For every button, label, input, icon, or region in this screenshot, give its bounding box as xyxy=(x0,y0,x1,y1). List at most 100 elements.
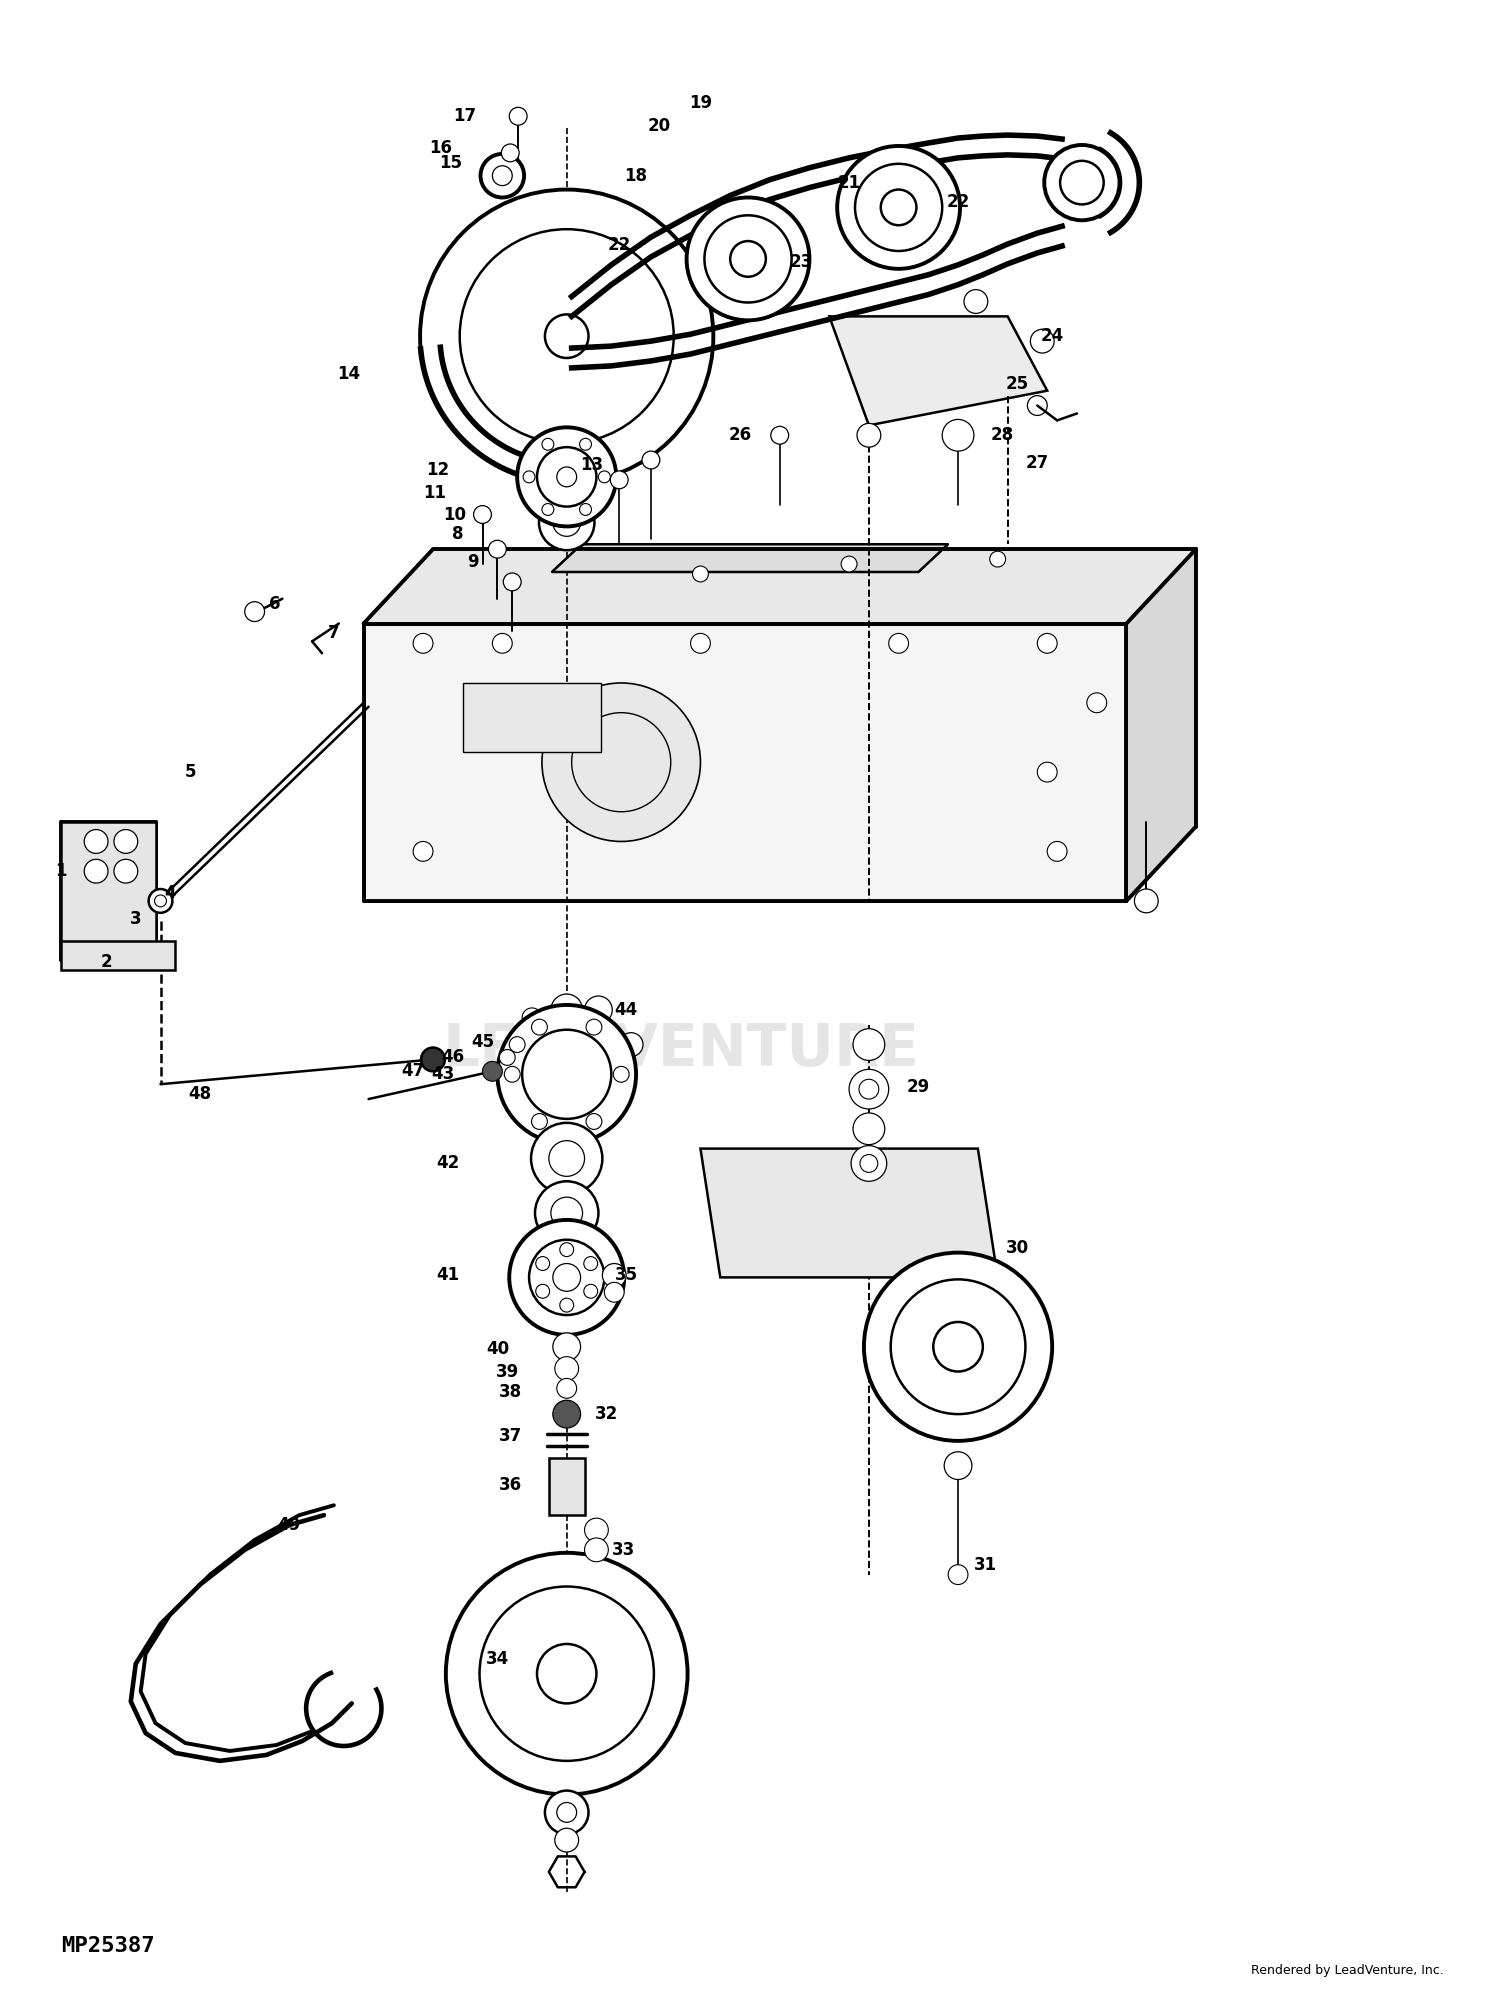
Circle shape xyxy=(509,1036,525,1052)
Text: 44: 44 xyxy=(615,1000,638,1018)
Circle shape xyxy=(586,1018,602,1034)
Circle shape xyxy=(420,190,714,483)
Circle shape xyxy=(556,1010,576,1030)
Text: 37: 37 xyxy=(498,1428,522,1446)
Circle shape xyxy=(542,683,700,841)
Text: 36: 36 xyxy=(498,1476,522,1494)
Text: 28: 28 xyxy=(992,425,1014,443)
Circle shape xyxy=(942,419,974,451)
Text: 3: 3 xyxy=(130,911,141,929)
Text: 10: 10 xyxy=(444,505,466,523)
Circle shape xyxy=(501,144,519,162)
Circle shape xyxy=(853,1112,885,1144)
Circle shape xyxy=(1044,146,1119,220)
Circle shape xyxy=(531,1018,548,1034)
Circle shape xyxy=(538,495,594,551)
Circle shape xyxy=(730,242,766,278)
Circle shape xyxy=(446,1554,687,1795)
Circle shape xyxy=(579,437,591,449)
Circle shape xyxy=(554,1264,580,1292)
Circle shape xyxy=(585,1518,609,1542)
Circle shape xyxy=(585,1538,609,1562)
Text: 45: 45 xyxy=(471,1032,494,1050)
Circle shape xyxy=(504,1066,520,1082)
Circle shape xyxy=(1038,763,1058,783)
Circle shape xyxy=(509,1220,624,1334)
Text: 30: 30 xyxy=(1007,1238,1029,1256)
Text: 22: 22 xyxy=(946,194,969,212)
Text: 31: 31 xyxy=(974,1556,998,1574)
Circle shape xyxy=(474,505,492,523)
Text: 41: 41 xyxy=(436,1266,459,1284)
Text: LEADVENTURE: LEADVENTURE xyxy=(442,1020,920,1078)
Circle shape xyxy=(504,573,520,591)
Text: 9: 9 xyxy=(466,553,478,571)
Circle shape xyxy=(518,427,616,527)
Circle shape xyxy=(492,633,512,653)
Circle shape xyxy=(536,1182,598,1244)
Circle shape xyxy=(544,1791,588,1833)
Text: 49: 49 xyxy=(278,1516,302,1534)
Text: 14: 14 xyxy=(338,365,360,383)
Circle shape xyxy=(413,633,434,653)
Circle shape xyxy=(1038,633,1058,653)
Circle shape xyxy=(1030,330,1054,353)
Text: 39: 39 xyxy=(495,1362,519,1380)
Circle shape xyxy=(990,551,1005,567)
Text: 48: 48 xyxy=(189,1084,211,1102)
Circle shape xyxy=(480,154,524,198)
Text: 43: 43 xyxy=(430,1064,454,1082)
Circle shape xyxy=(842,555,856,571)
Text: 32: 32 xyxy=(594,1406,618,1424)
Text: 6: 6 xyxy=(268,595,280,613)
Circle shape xyxy=(544,314,588,357)
Circle shape xyxy=(555,1356,579,1380)
Circle shape xyxy=(888,633,909,653)
Bar xyxy=(549,1458,585,1516)
Circle shape xyxy=(853,1028,885,1060)
Circle shape xyxy=(537,1644,597,1703)
Circle shape xyxy=(771,425,789,443)
Circle shape xyxy=(585,997,612,1024)
Circle shape xyxy=(603,1264,625,1288)
Text: 12: 12 xyxy=(426,461,450,479)
Text: 46: 46 xyxy=(441,1048,465,1066)
Circle shape xyxy=(244,601,264,621)
Text: 16: 16 xyxy=(429,140,453,158)
Text: 26: 26 xyxy=(729,425,752,443)
Circle shape xyxy=(148,889,172,913)
Text: 35: 35 xyxy=(615,1266,638,1284)
Text: 2: 2 xyxy=(100,953,112,971)
Text: 18: 18 xyxy=(624,166,648,184)
Circle shape xyxy=(554,1400,580,1428)
Text: 24: 24 xyxy=(1041,328,1064,345)
Polygon shape xyxy=(462,683,602,753)
Circle shape xyxy=(598,471,610,483)
Circle shape xyxy=(542,503,554,515)
Circle shape xyxy=(84,829,108,853)
Text: 4: 4 xyxy=(165,885,176,903)
Circle shape xyxy=(531,1122,603,1194)
Text: 7: 7 xyxy=(328,625,339,643)
Circle shape xyxy=(850,1146,886,1182)
Circle shape xyxy=(579,503,591,515)
Text: 29: 29 xyxy=(908,1078,930,1096)
Text: 38: 38 xyxy=(498,1384,522,1402)
Circle shape xyxy=(642,451,660,469)
Circle shape xyxy=(856,423,880,447)
Text: 15: 15 xyxy=(440,154,462,172)
Circle shape xyxy=(500,1050,514,1064)
Circle shape xyxy=(864,1252,1052,1442)
Circle shape xyxy=(556,467,576,487)
Text: 19: 19 xyxy=(688,94,712,112)
Text: 33: 33 xyxy=(612,1542,634,1560)
Circle shape xyxy=(849,1068,888,1108)
Text: 1: 1 xyxy=(56,863,68,881)
Polygon shape xyxy=(363,623,1126,901)
Circle shape xyxy=(610,471,628,489)
Circle shape xyxy=(837,146,960,270)
Text: 40: 40 xyxy=(486,1340,508,1358)
Circle shape xyxy=(550,995,582,1026)
Circle shape xyxy=(586,1114,602,1130)
Polygon shape xyxy=(363,549,1196,623)
